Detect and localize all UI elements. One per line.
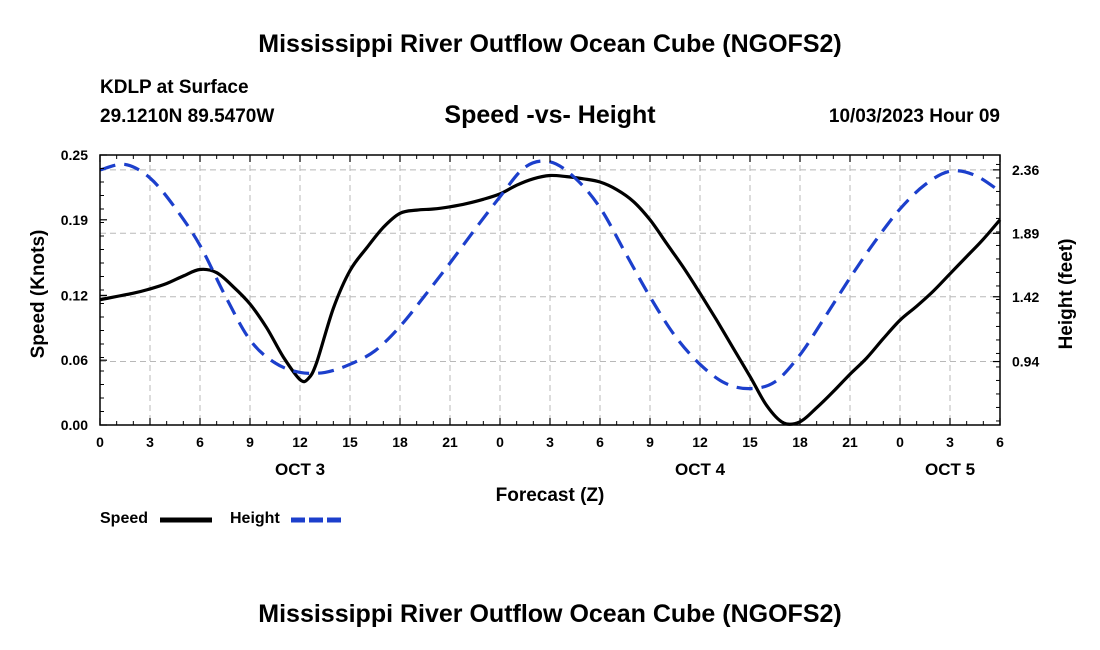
y2-tick-label: 1.42 (1012, 289, 1039, 305)
x-tick-label: 3 (946, 434, 954, 450)
date-label: OCT 5 (925, 460, 975, 479)
forecast-timestamp: 10/03/2023 Hour 09 (828, 106, 1000, 127)
x-tick-label: 12 (692, 434, 708, 450)
y-tick-label: 0.19 (61, 212, 88, 228)
x-tick-label: 6 (996, 434, 1004, 450)
y-tick-label: 0.25 (61, 147, 88, 163)
y-tick-label: 0.00 (61, 417, 88, 433)
footer-title: Mississippi River Outflow Ocean Cube (NG… (258, 600, 842, 628)
x-tick-label: 3 (146, 434, 154, 450)
y2-tick-label: 1.89 (1012, 225, 1039, 241)
x-tick-label: 0 (96, 434, 104, 450)
series-line-speed (99, 173, 1002, 426)
x-tick-label: 6 (596, 434, 604, 450)
x-tick-label: 12 (292, 434, 308, 450)
y2-tick-label: 0.94 (1012, 354, 1039, 370)
legend-speed-label: Speed (100, 510, 149, 527)
x-tick-label: 18 (792, 434, 808, 450)
y2-tick-label: 2.36 (1012, 162, 1039, 178)
x-tick-label: 3 (546, 434, 554, 450)
x-tick-label: 21 (442, 434, 458, 450)
y-tick-label: 0.06 (61, 352, 88, 368)
y2-axis-title: Height (feet) (1056, 239, 1077, 350)
x-tick-label: 18 (392, 434, 408, 450)
x-tick-label: 15 (742, 434, 758, 450)
main-title: Mississippi River Outflow Ocean Cube (NG… (258, 30, 842, 58)
x-axis-title: Forecast (Z) (496, 485, 605, 506)
axis-labels: 0 3 6 9 12 15 18 21 0 3 6 9 12 15 18 21 0 3 6 0.00 0.06 0.12 0… (28, 147, 1077, 506)
y-tick-label: 0.12 (61, 287, 88, 303)
x-tick-label: 15 (342, 434, 358, 450)
date-label: OCT 4 (675, 460, 726, 479)
station-label: KDLP at Surface (100, 77, 249, 98)
axis-ticks (99, 154, 1001, 426)
y-axis-title: Speed (Knots) (28, 230, 49, 359)
x-tick-label: 9 (246, 434, 254, 450)
x-tick-label: 0 (896, 434, 904, 450)
grid-lines (100, 155, 1000, 425)
x-tick-label: 6 (196, 434, 204, 450)
date-label: OCT 3 (275, 460, 325, 479)
x-tick-label: 0 (496, 434, 504, 450)
coordinates-label: 29.1210N 89.5470W (100, 106, 275, 127)
x-tick-label: 21 (842, 434, 858, 450)
chart-title: Speed -vs- Height (444, 101, 656, 129)
legend-height-label: Height (230, 510, 280, 527)
x-tick-label: 9 (646, 434, 654, 450)
